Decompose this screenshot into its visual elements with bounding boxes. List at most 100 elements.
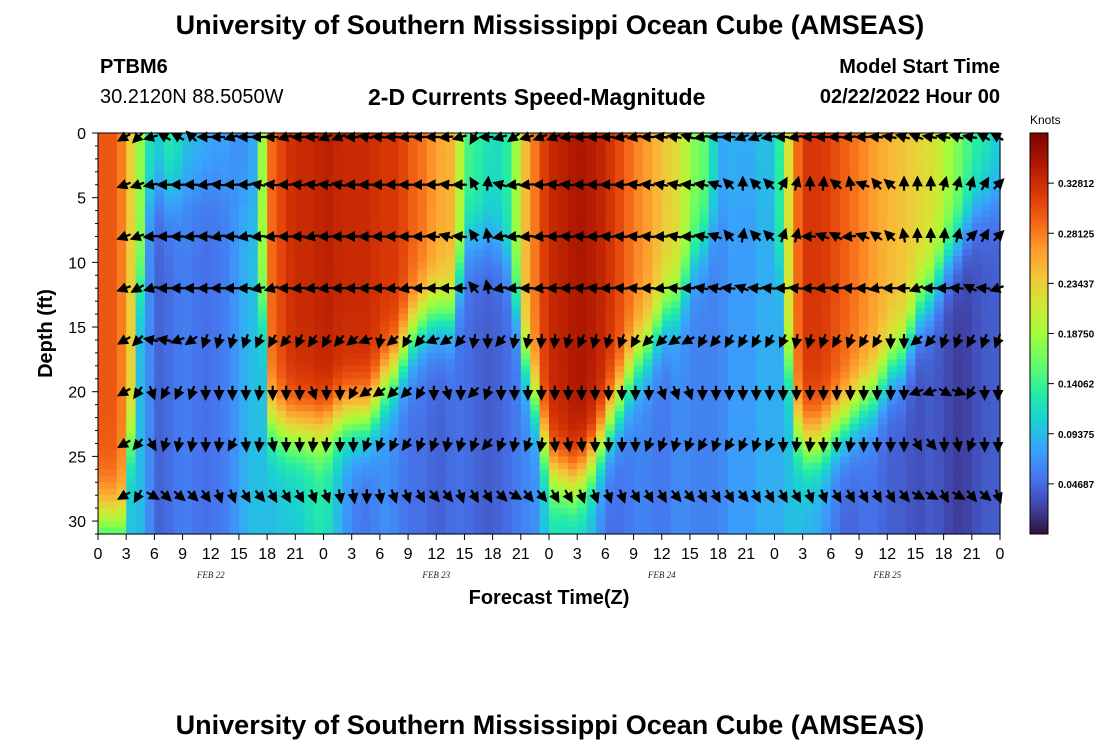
heat-cell [718, 145, 729, 154]
heat-cell [642, 210, 653, 218]
heat-cell [633, 178, 644, 186]
heat-cell [520, 398, 531, 406]
heat-cell [624, 339, 635, 348]
heat-cell [163, 145, 174, 154]
heat-cell [981, 449, 992, 457]
heat-cell [98, 133, 108, 141]
heat-cell [661, 294, 672, 302]
heat-cell [126, 171, 137, 179]
heat-cell [314, 365, 325, 373]
heat-cell [154, 204, 165, 212]
heat-cell [549, 320, 559, 328]
heat-cell [962, 210, 973, 218]
heat-cell [98, 385, 108, 393]
heat-cell [624, 378, 635, 386]
heat-cell [182, 424, 193, 432]
heat-cell [830, 456, 841, 464]
heat-cell [718, 217, 729, 225]
heat-cell [248, 307, 259, 315]
heat-cell [689, 242, 700, 251]
heat-cell [107, 191, 118, 199]
heat-cell [502, 359, 513, 367]
heat-cell [238, 191, 249, 199]
heat-cell [934, 249, 945, 257]
heat-cell [896, 158, 907, 166]
heat-cell [567, 171, 578, 179]
heat-cell [107, 230, 118, 238]
heat-cell [567, 191, 578, 199]
heat-cell [257, 301, 268, 309]
heat-cell [295, 417, 306, 425]
heat-cell [896, 191, 907, 199]
heat-cell [238, 255, 249, 263]
heat-cell [332, 275, 343, 283]
heat-cell [746, 236, 757, 244]
heat-cell [605, 158, 616, 166]
heat-cell [464, 417, 475, 425]
heat-cell [680, 417, 691, 425]
heat-cell [699, 262, 710, 270]
heat-cell [464, 223, 475, 231]
heat-cell [953, 184, 964, 192]
heat-cell [464, 378, 475, 386]
heat-cell [511, 372, 522, 380]
heat-cell [248, 294, 259, 302]
heat-cell [116, 372, 127, 380]
heat-cell [370, 424, 381, 432]
heat-cell [689, 443, 700, 451]
heat-cell [877, 404, 888, 412]
heat-cell [877, 398, 888, 406]
heat-cell [361, 424, 372, 432]
heat-cell [746, 242, 757, 251]
heat-cell [436, 398, 447, 406]
heat-cell [971, 462, 982, 470]
heat-cell [182, 307, 193, 315]
heat-cell [351, 288, 362, 296]
heat-cell [116, 346, 127, 354]
heat-cell [971, 301, 982, 309]
heat-cell [708, 255, 719, 263]
heat-cell [163, 359, 174, 367]
heat-cell [896, 139, 907, 147]
heat-cell [267, 456, 278, 464]
heat-cell [652, 398, 663, 406]
heat-cell [126, 443, 137, 451]
heat-cell [389, 359, 400, 367]
heat-cell [943, 191, 954, 199]
heat-cell [539, 417, 550, 425]
heat-cell [577, 320, 588, 328]
heat-cell [210, 365, 221, 373]
heat-cell [906, 223, 917, 231]
heat-cell [821, 281, 832, 289]
heat-cell [502, 456, 513, 464]
heat-cell [182, 359, 193, 367]
heat-cell [746, 275, 757, 283]
heat-cell [304, 145, 315, 154]
heat-cell [126, 333, 137, 341]
heat-cell [154, 152, 165, 160]
heat-cell [830, 398, 841, 406]
heat-cell [539, 204, 550, 212]
heat-cell [116, 456, 127, 464]
heat-cell [116, 139, 127, 147]
heat-cell [511, 314, 522, 322]
heat-cell [840, 210, 851, 218]
heat-cell [595, 346, 606, 354]
heat-cell [934, 230, 945, 238]
heat-cell [943, 411, 954, 419]
heat-cell [445, 204, 456, 212]
heat-cell [990, 320, 1001, 328]
heat-cell [793, 359, 804, 367]
heat-cell [567, 327, 578, 335]
heat-cell [887, 456, 898, 464]
heat-cell [605, 139, 616, 147]
heat-cell [614, 424, 625, 432]
heat-cell [135, 449, 146, 457]
heat-cell [267, 411, 278, 419]
heat-cell [896, 430, 907, 438]
heat-cell [389, 249, 400, 257]
heat-cell [436, 404, 447, 412]
heat-cell [586, 404, 597, 412]
heat-cell [840, 249, 851, 257]
heat-cell [163, 307, 174, 315]
